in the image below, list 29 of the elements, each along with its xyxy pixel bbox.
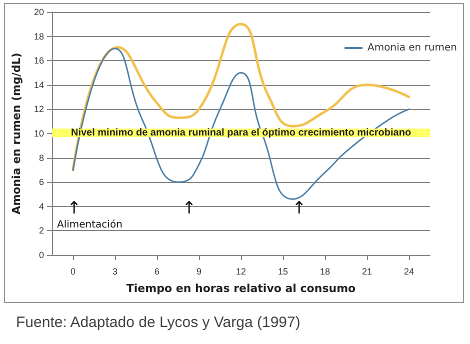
annotation: ↑ — [292, 198, 306, 218]
annotation: Alimentación — [57, 220, 122, 230]
y-tick-label: 20 — [34, 7, 44, 17]
x-tick-label: 21 — [362, 266, 372, 276]
annotation: ↑ — [67, 198, 82, 218]
legend-label: Amonia en rumen — [368, 42, 458, 54]
x-tick-label: 12 — [236, 266, 246, 276]
y-tick-label: 6 — [38, 177, 44, 188]
x-tick-label: 24 — [404, 266, 414, 276]
y-tick-label: 0 — [38, 250, 44, 260]
y-tick-label: 8 — [38, 152, 44, 163]
x-tick-label: 9 — [196, 266, 202, 276]
y-tick-label: 12 — [34, 104, 44, 114]
y-tick-label: 18 — [34, 31, 44, 42]
x-tick-label: 6 — [154, 266, 160, 276]
x-tick-label: 3 — [112, 266, 118, 276]
x-tick-label: 0 — [70, 266, 76, 276]
y-tick-label: 14 — [34, 80, 44, 90]
y-tick-label: 4 — [38, 201, 44, 212]
x-axis-title: Tiempo en horas relativo al consumo — [126, 282, 356, 295]
y-tick-label: 10 — [34, 128, 44, 138]
source-note: Fuente: Adaptado de Lycos y Varga (1997) — [16, 314, 300, 331]
x-tick-label: 18 — [320, 266, 330, 276]
x-tick-label: 15 — [278, 266, 288, 276]
y-tick-label: 2 — [38, 226, 44, 236]
band-label: Nivel minimo de amonia ruminal para el óptimo crecimiento microbiano — [70, 127, 412, 138]
annotation: ↑ — [182, 198, 196, 218]
y-axis-title: Amonia en rumen (mg/dL) — [10, 52, 23, 214]
y-tick-label: 16 — [34, 56, 44, 66]
